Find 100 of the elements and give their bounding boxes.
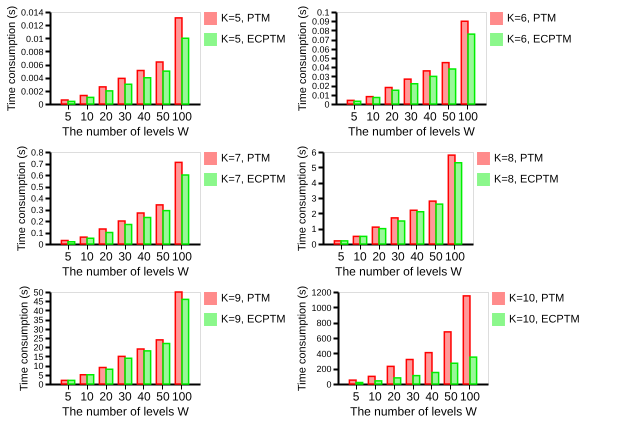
y-axis-title: Time consumption (s)	[6, 6, 18, 112]
bar	[469, 356, 478, 385]
y-tick-label: 0	[311, 240, 316, 250]
x-tick-label: 40	[423, 110, 437, 124]
bar	[60, 99, 69, 105]
bar	[412, 374, 420, 385]
x-tick-label: 50	[429, 250, 443, 264]
bar	[368, 376, 376, 385]
x-tick-label: 50	[442, 110, 456, 124]
y-tick-label: 0.5	[30, 182, 44, 192]
bar	[467, 33, 476, 105]
y-tick-label: 0	[38, 100, 44, 110]
y-tick-label: 0.7	[30, 159, 44, 169]
x-tick-label: 5	[338, 250, 345, 264]
y-axis-title: Time consumption (s)	[18, 286, 30, 392]
legend-label: K=8, ECPTM	[494, 174, 558, 186]
bar	[60, 240, 69, 245]
bar	[334, 240, 342, 245]
x-tick-label: 50	[156, 110, 170, 124]
y-tick-label: 30	[33, 324, 44, 334]
x-tick-label: 10	[80, 390, 94, 404]
x-tick-label: 20	[99, 390, 114, 404]
bar	[378, 228, 386, 245]
y-tick-label: 0.03	[312, 72, 330, 82]
x-tick-label: 5	[350, 110, 358, 124]
y-tick-label: 0.06	[312, 44, 330, 54]
bar	[80, 374, 88, 385]
x-tick-label: 100	[172, 250, 192, 264]
x-tick-label: 5	[64, 390, 72, 404]
y-tick-label: 3	[311, 194, 316, 204]
text: K=7, ECPTM	[221, 174, 286, 186]
y-tick-label: 10	[33, 361, 44, 372]
bar	[450, 362, 458, 385]
bar	[60, 380, 69, 385]
y-tick-label: 0.004	[20, 73, 44, 84]
bar	[105, 232, 114, 245]
legend-label: K=8, PTM	[494, 152, 544, 164]
bar	[346, 100, 355, 105]
x-tick-label: 100	[460, 390, 480, 404]
bar	[397, 220, 406, 245]
y-tick-label: 0.8	[30, 148, 44, 158]
legend-label: K=9, ECPTM	[221, 314, 286, 326]
bar	[448, 68, 456, 105]
y-tick-label: 4	[311, 178, 316, 188]
bar	[80, 236, 88, 245]
y-tick-label: 0.09	[312, 16, 330, 27]
legend-label: K=5, PTM	[221, 12, 270, 24]
y-tick-label: 0	[324, 100, 330, 110]
y-tick-label: 0.002	[20, 86, 44, 96]
x-tick-label: 100	[458, 110, 478, 124]
legend-label: K=10, ECPTM	[509, 314, 580, 326]
y-tick-label: 400	[316, 348, 332, 359]
bar	[410, 83, 418, 105]
bar	[98, 86, 107, 105]
bar	[444, 331, 452, 385]
bar	[391, 89, 400, 105]
bar	[98, 366, 107, 385]
y-tick-label: 1	[311, 224, 316, 234]
legend-label: K=10, PTM	[509, 292, 564, 304]
x-axis-title: The number of levels W	[348, 124, 476, 138]
y-tick-label: 0.07	[312, 35, 330, 46]
bar	[353, 100, 362, 105]
bar	[348, 379, 357, 385]
y-tick-label: 0.02	[312, 81, 330, 92]
bar	[86, 238, 94, 245]
y-tick-label: 35	[33, 315, 44, 326]
bar	[340, 240, 348, 245]
bar	[359, 236, 368, 245]
y-tick-label: 0	[326, 380, 332, 390]
bar	[143, 76, 152, 105]
x-tick-label: 50	[156, 250, 170, 264]
bar	[384, 86, 393, 105]
bar	[98, 228, 107, 245]
y-tick-label: 0.012	[20, 20, 44, 31]
x-tick-label: 10	[366, 110, 380, 124]
bar	[86, 374, 94, 385]
x-tick-label: 20	[385, 110, 400, 124]
x-axis-title: The number of levels W	[62, 124, 190, 138]
y-tick-label: 20	[33, 342, 44, 353]
x-tick-label: 10	[368, 390, 382, 404]
y-axis-title: Time consumption (s)	[296, 146, 308, 252]
x-tick-label: 50	[444, 390, 458, 404]
x-tick-label: 5	[64, 250, 72, 264]
y-tick-label: 15	[33, 352, 44, 362]
x-tick-label: 10	[353, 250, 368, 264]
y-tick-label: 0	[38, 240, 44, 250]
bar	[143, 216, 152, 245]
bar	[393, 377, 402, 385]
y-tick-label: 0.6	[30, 170, 44, 180]
x-tick-label: 30	[404, 110, 418, 124]
y-axis-title: Time consumption (s)	[296, 286, 308, 392]
bar	[424, 352, 433, 385]
y-tick-label: 25	[33, 334, 44, 344]
y-tick-label: 1200	[311, 288, 332, 298]
bar	[181, 174, 190, 245]
bar	[67, 100, 76, 105]
y-tick-label: 0	[38, 380, 44, 390]
bar	[352, 236, 361, 245]
x-tick-label: 20	[99, 110, 114, 124]
x-tick-label: 100	[444, 250, 466, 264]
